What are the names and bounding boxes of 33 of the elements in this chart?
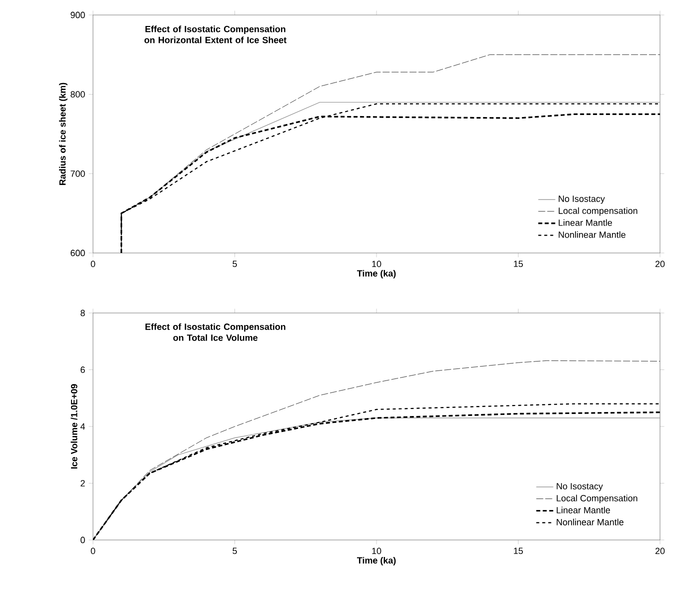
- y-tick-label: 0: [80, 536, 85, 544]
- x-tick-label: 10: [372, 548, 382, 554]
- y-tick-label: 2: [80, 480, 85, 486]
- y-tick-label: 8: [80, 310, 85, 316]
- text: Effect of Isostatic Compensation on Horizontal Extent of Ice Sheet: [144, 26, 286, 44]
- y-tick-label: 4: [80, 423, 85, 430]
- x-axis-title: Time (ka): [357, 556, 396, 566]
- legend-label: Linear Mantle: [556, 506, 610, 514]
- legend-label: No Isostacy: [556, 483, 603, 492]
- y-axis-title: Radius of ice sheet (km): [59, 82, 68, 185]
- y-tick-label: 800: [70, 91, 85, 98]
- x-tick-label: 10: [372, 260, 382, 268]
- legend-label: No Isostacy: [558, 196, 605, 204]
- x-tick-label: 15: [514, 260, 523, 268]
- text: Effect of Isostatic Compensation on Total Ice Volume: [145, 323, 286, 341]
- legend-label: Nonlinear Mantle: [556, 518, 624, 526]
- y-tick-label: 6: [80, 366, 85, 373]
- x-axis-title: Time (ka): [357, 270, 396, 278]
- legend-label: Local compensation: [558, 207, 638, 216]
- legend-label: Local Compensation: [556, 494, 638, 504]
- legend-label: Nonlinear Mantle: [558, 231, 626, 238]
- x-tick-label: 20: [655, 548, 665, 554]
- y-tick-label: 700: [70, 170, 85, 177]
- x-tick-label: 20: [655, 260, 665, 268]
- x-tick-label: 15: [514, 548, 523, 554]
- x-tick-label: 5: [232, 548, 237, 554]
- x-tick-label: 0: [90, 548, 96, 554]
- x-tick-label: 0: [90, 260, 96, 268]
- y-tick-label: 900: [70, 12, 85, 18]
- y-tick-label: 600: [70, 250, 85, 256]
- legend-label: Linear Mantle: [558, 219, 612, 226]
- y-axis-title: Ice Volume /1.0E+09: [70, 384, 78, 469]
- x-tick-label: 5: [232, 260, 237, 268]
